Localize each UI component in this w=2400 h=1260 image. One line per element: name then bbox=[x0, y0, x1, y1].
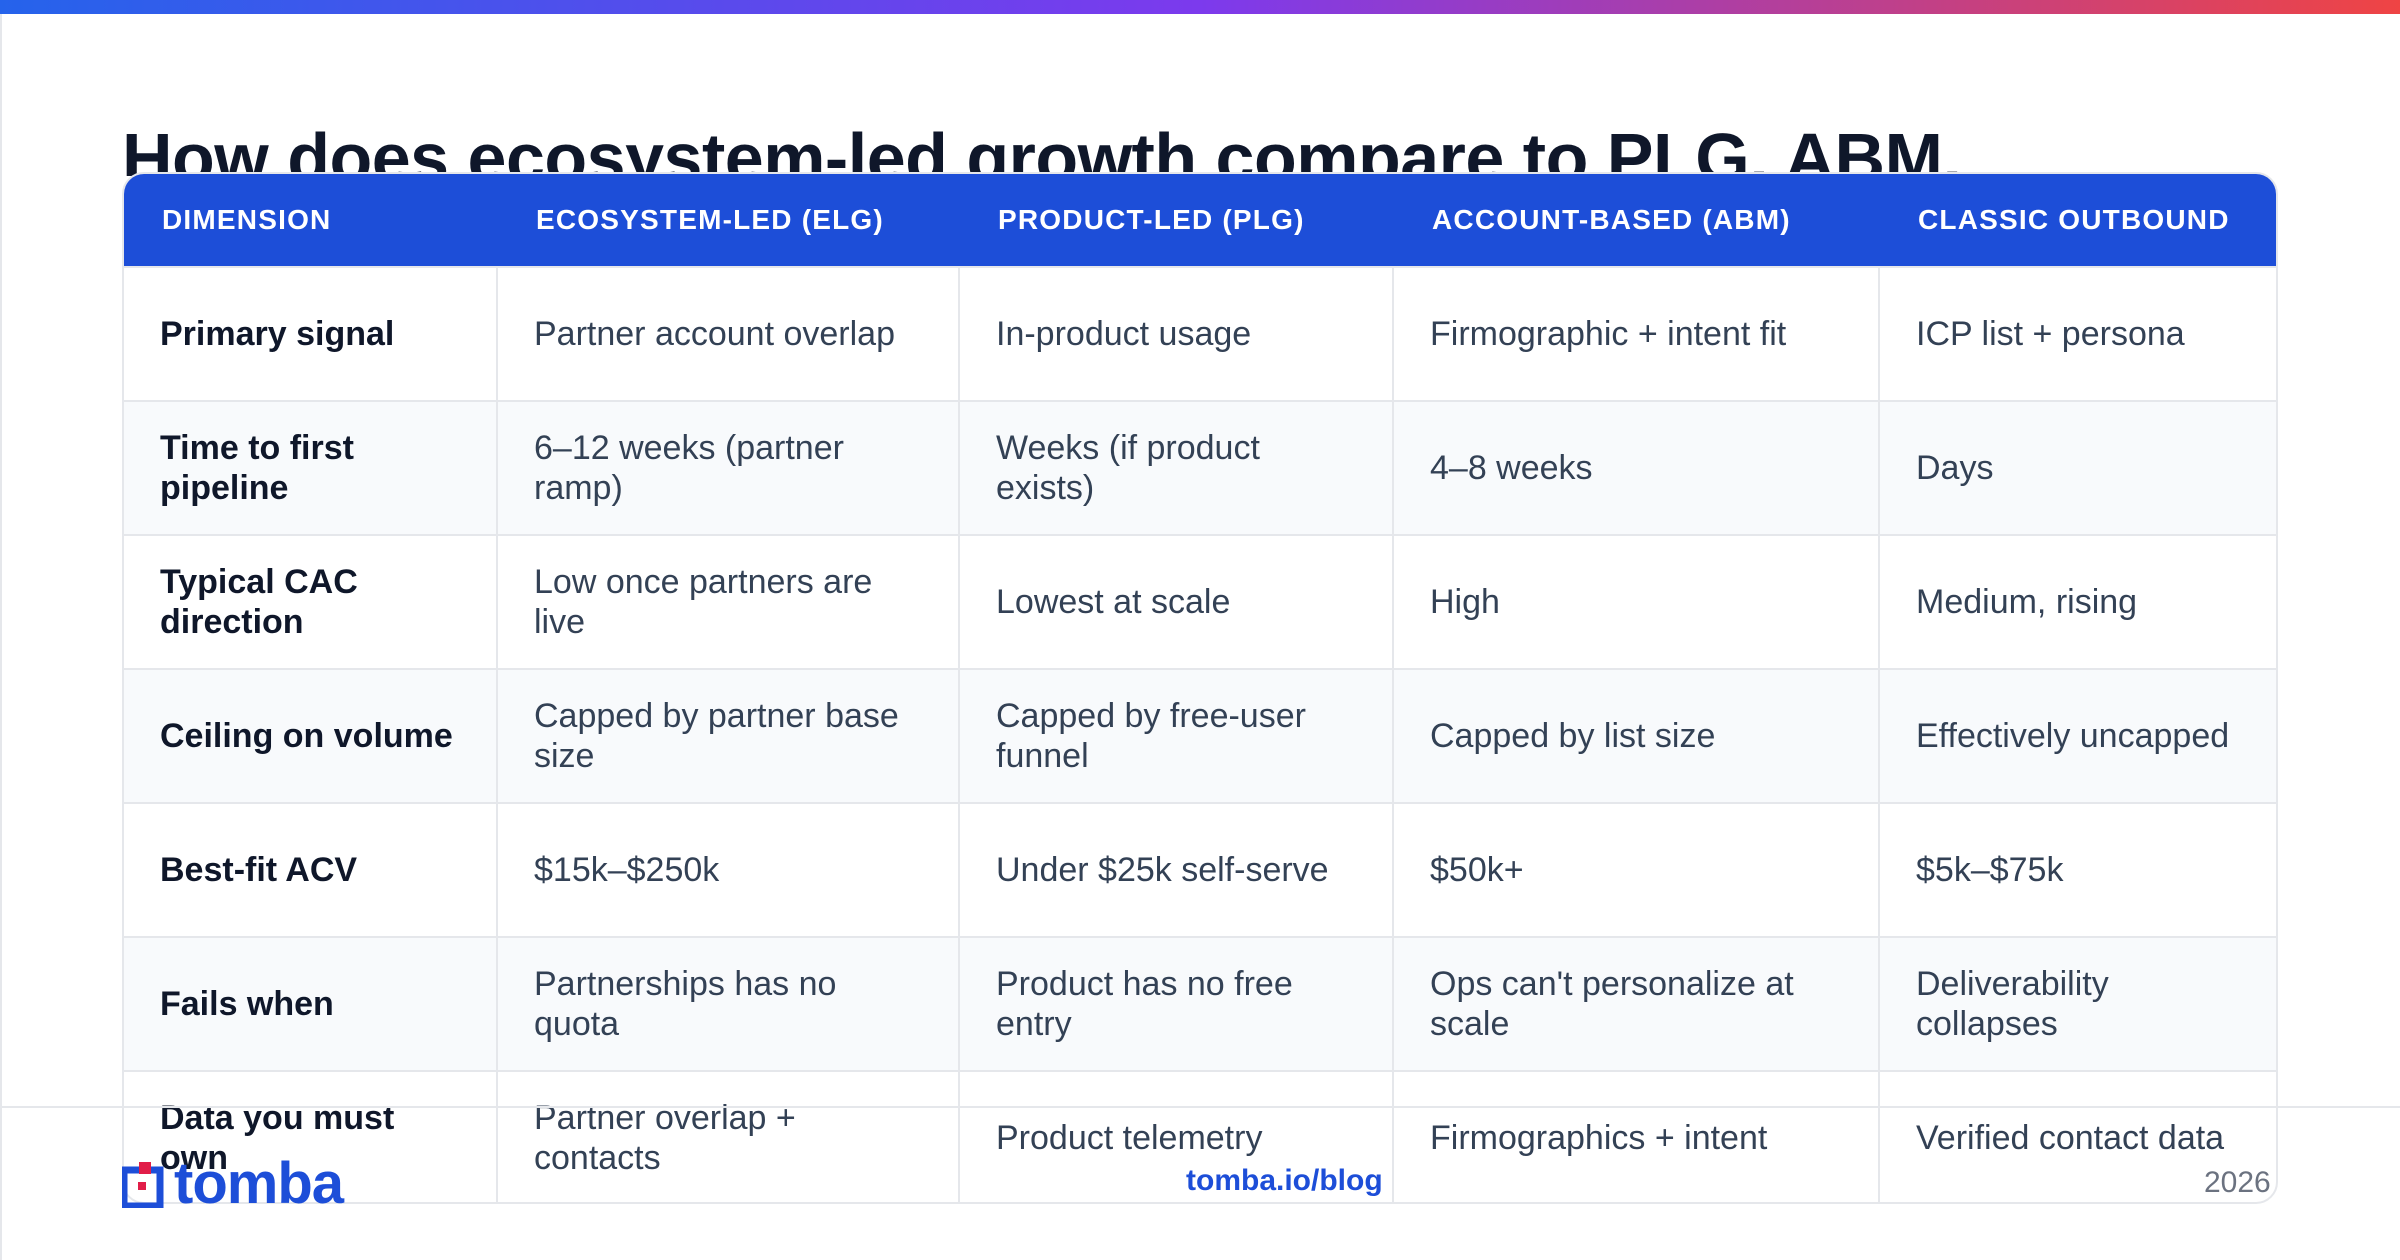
row-label: Primary signal bbox=[124, 268, 498, 400]
row-label: Data you must own bbox=[124, 1072, 498, 1202]
table-cell: Verified contact data bbox=[1916, 1119, 2225, 1157]
footer-divider bbox=[0, 1106, 2400, 1108]
table-cell: In-product usage bbox=[960, 268, 1394, 400]
table-cell: Capped by free-user funnel bbox=[960, 670, 1394, 802]
column-header-abm: ACCOUNT-BASED (ABM) bbox=[1432, 204, 1791, 235]
blog-link[interactable]: tomba.io/blog bbox=[1186, 1164, 1383, 1197]
table-cell: 4–8 weeks bbox=[1394, 402, 1880, 534]
table-cell: Partner account overlap bbox=[498, 268, 960, 400]
column-header-elg: ECOSYSTEM-LED (ELG) bbox=[536, 204, 884, 235]
table-cell: $15k–$250k bbox=[498, 804, 960, 936]
tomba-logo: tomba bbox=[120, 1151, 344, 1216]
top-gradient-bar bbox=[0, 0, 2400, 14]
table-row: Primary signal Partner account overlap I… bbox=[124, 266, 2276, 400]
table-cell: Ops can't personalize at scale bbox=[1394, 938, 1880, 1070]
logo-wordmark: tomba bbox=[174, 1151, 344, 1216]
table-cell: $50k+ bbox=[1394, 804, 1880, 936]
year-label: 2026 bbox=[2204, 1166, 2271, 1199]
row-label: Time to first pipeline bbox=[124, 402, 498, 534]
table-cell: Firmographics + intent bbox=[1394, 1072, 1880, 1202]
table-cell: Medium, rising bbox=[1916, 583, 2138, 621]
column-header-dimension: DIMENSION bbox=[162, 204, 332, 235]
table-row: Best-fit ACV $15k–$250k Under $25k self-… bbox=[124, 802, 2276, 936]
column-header-plg: PRODUCT-LED (PLG) bbox=[998, 204, 1305, 235]
table-cell: 6–12 weeks (partner ramp) bbox=[498, 402, 960, 534]
column-header-outbound: CLASSIC OUTBOUND bbox=[1918, 204, 2230, 235]
table-cell: Under $25k self-serve bbox=[960, 804, 1394, 936]
tomba-logo-icon bbox=[120, 1160, 170, 1210]
page-title: How does ecosystem-led growth compare to… bbox=[122, 119, 1962, 176]
table-cell: Deliverability collapses bbox=[1916, 965, 2109, 1043]
table-cell: Firmographic + intent fit bbox=[1394, 268, 1880, 400]
table-row: Ceiling on volume Capped by partner base… bbox=[124, 668, 2276, 802]
row-label: Typical CAC direction bbox=[124, 536, 498, 668]
table-row: Time to first pipeline 6–12 weeks (partn… bbox=[124, 400, 2276, 534]
table-cell: High bbox=[1394, 536, 1880, 668]
row-label: Fails when bbox=[124, 938, 498, 1070]
frame-border bbox=[0, 14, 2, 1260]
row-label: Ceiling on volume bbox=[124, 670, 498, 802]
table-header: DIMENSION ECOSYSTEM-LED (ELG) PRODUCT-LE… bbox=[124, 174, 2276, 266]
table-cell: Product has no free entry bbox=[960, 938, 1394, 1070]
comparison-table: DIMENSION ECOSYSTEM-LED (ELG) PRODUCT-LE… bbox=[122, 172, 2278, 1204]
table-cell: Capped by list size bbox=[1394, 670, 1880, 802]
row-label: Best-fit ACV bbox=[124, 804, 498, 936]
table-cell: Partnerships has no quota bbox=[498, 938, 960, 1070]
table-cell: Capped by partner base size bbox=[498, 670, 960, 802]
table-row: Data you must own Partner overlap + cont… bbox=[124, 1070, 2276, 1202]
table-cell: Days bbox=[1916, 449, 1994, 487]
table-row: Fails when Partnerships has no quota Pro… bbox=[124, 936, 2276, 1070]
table-cell: Weeks (if product exists) bbox=[960, 402, 1394, 534]
table-row: Typical CAC direction Low once partners … bbox=[124, 534, 2276, 668]
table-cell: Product telemetry bbox=[960, 1072, 1394, 1202]
table-cell: $5k–$75k bbox=[1916, 851, 2064, 889]
table-cell: Effectively uncapped bbox=[1916, 717, 2230, 755]
table-cell: Lowest at scale bbox=[960, 536, 1394, 668]
table-cell: ICP list + persona bbox=[1916, 315, 2185, 353]
table-cell: Partner overlap + contacts bbox=[498, 1072, 960, 1202]
table-cell: Low once partners are live bbox=[498, 536, 960, 668]
